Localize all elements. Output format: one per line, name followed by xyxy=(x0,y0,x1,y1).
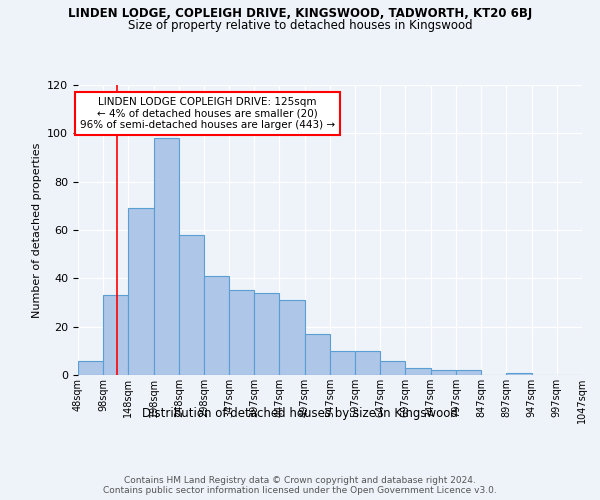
Bar xyxy=(179,235,204,375)
Bar xyxy=(456,370,481,375)
Bar xyxy=(355,351,380,375)
Text: Size of property relative to detached houses in Kingswood: Size of property relative to detached ho… xyxy=(128,18,472,32)
Bar xyxy=(254,293,279,375)
Bar xyxy=(305,334,330,375)
Y-axis label: Number of detached properties: Number of detached properties xyxy=(32,142,41,318)
Text: Contains HM Land Registry data © Crown copyright and database right 2024.
Contai: Contains HM Land Registry data © Crown c… xyxy=(103,476,497,495)
Bar xyxy=(330,351,355,375)
Text: Distribution of detached houses by size in Kingswood: Distribution of detached houses by size … xyxy=(142,408,458,420)
Bar xyxy=(128,208,154,375)
Bar xyxy=(279,300,305,375)
Bar xyxy=(103,295,128,375)
Text: LINDEN LODGE COPLEIGH DRIVE: 125sqm
← 4% of detached houses are smaller (20)
96%: LINDEN LODGE COPLEIGH DRIVE: 125sqm ← 4%… xyxy=(80,97,335,130)
Bar xyxy=(380,360,406,375)
Bar xyxy=(431,370,456,375)
Bar xyxy=(406,368,431,375)
Bar xyxy=(78,360,103,375)
Bar xyxy=(506,372,532,375)
Bar xyxy=(204,276,229,375)
Bar xyxy=(154,138,179,375)
Text: LINDEN LODGE, COPLEIGH DRIVE, KINGSWOOD, TADWORTH, KT20 6BJ: LINDEN LODGE, COPLEIGH DRIVE, KINGSWOOD,… xyxy=(68,8,532,20)
Bar xyxy=(229,290,254,375)
